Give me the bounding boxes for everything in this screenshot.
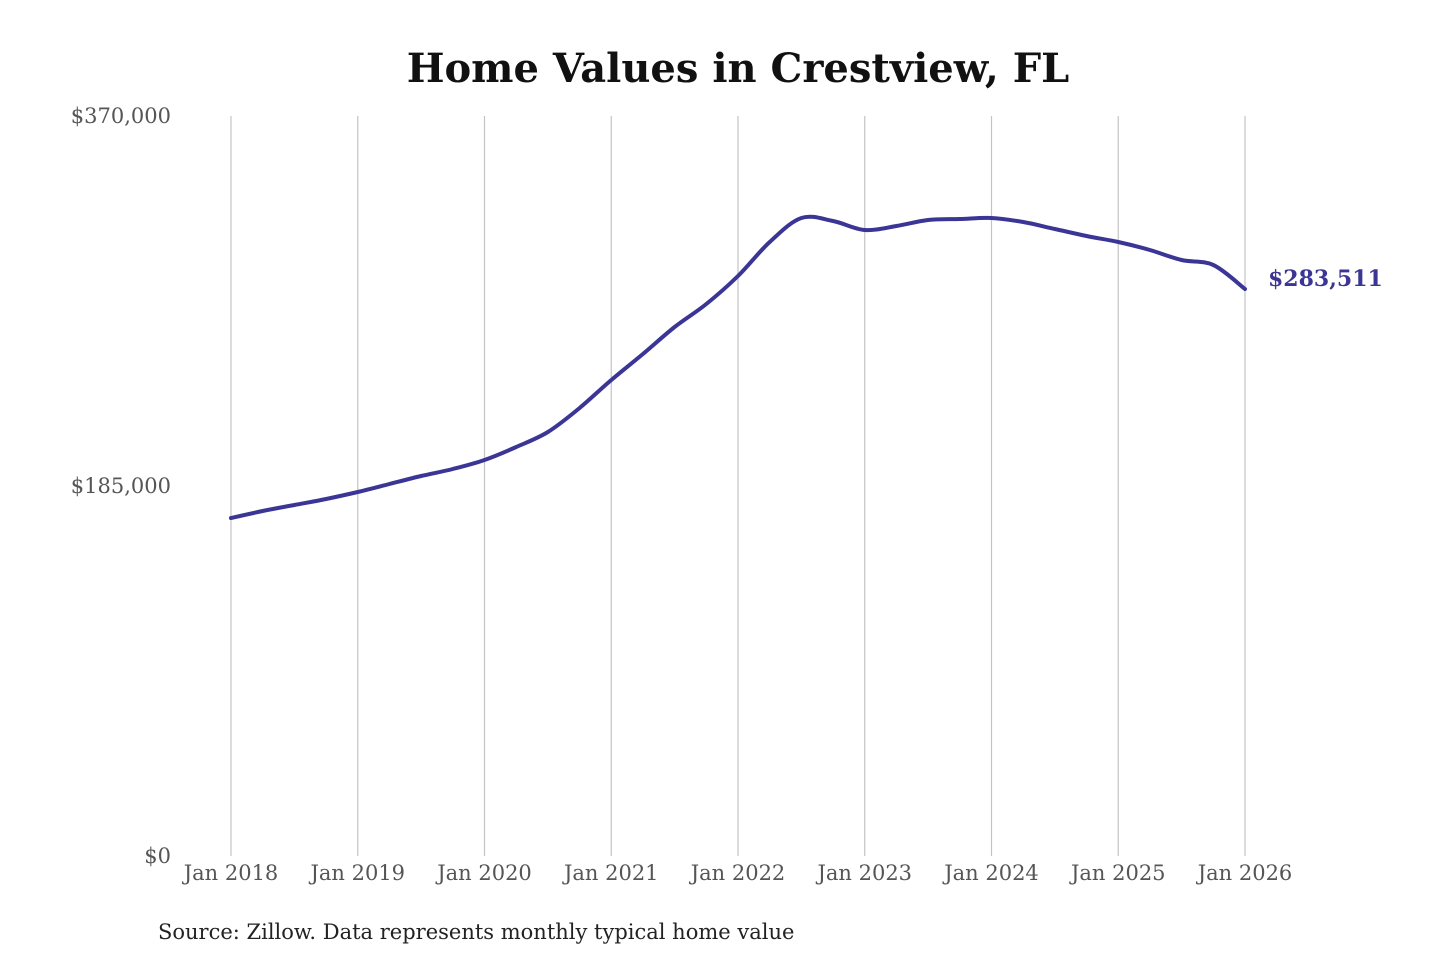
x-tick-label: Jan 2022 [689,861,786,885]
x-tick-label: Jan 2020 [435,861,532,885]
x-tick-label: Jan 2026 [1196,861,1293,885]
x-tick-label: Jan 2021 [562,861,659,885]
x-tick-label: Jan 2025 [1069,861,1166,885]
y-tick-label: $0 [144,844,171,868]
y-axis-ticks: $0 $185,000 $370,000 [71,104,171,868]
series-line-0 [229,214,1247,520]
y-tick-label: $370,000 [71,104,171,128]
x-axis-ticks: Jan 2018 Jan 2019 Jan 2020 Jan 2021 Jan 2022… [182,861,1293,885]
gridlines [230,116,1246,856]
series-layer [229,214,1247,520]
x-tick-label: Jan 2024 [942,861,1039,885]
x-tick-label: Jan 2023 [815,861,912,885]
y-tick-label: $185,000 [71,474,171,498]
source-note: Source: Zillow. Data represents monthly … [158,920,794,944]
chart-title: Home Values in Crestview, FL [407,45,1070,92]
x-tick-label: Jan 2018 [182,861,279,885]
end-value-label: $283,511 [1268,266,1383,292]
x-tick-label: Jan 2019 [308,861,405,885]
